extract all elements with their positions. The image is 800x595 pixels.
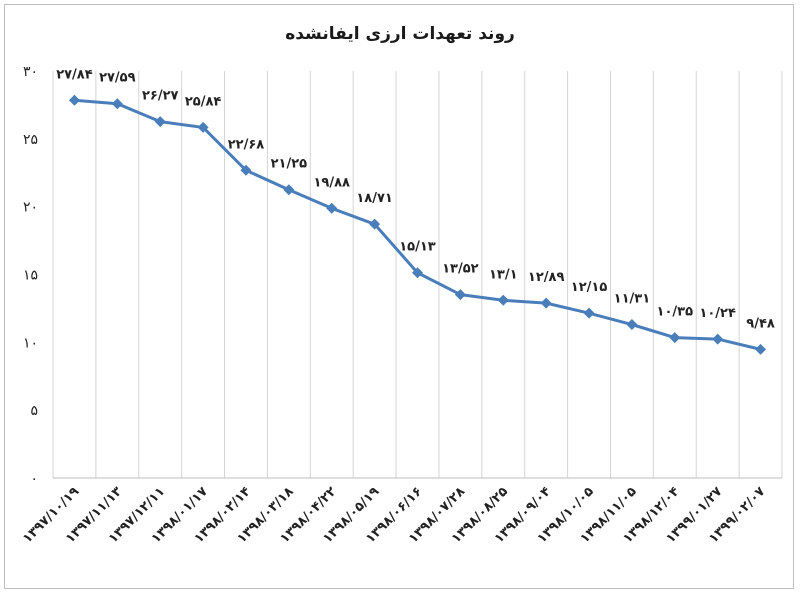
data-point-marker [240, 164, 252, 176]
data-label: ۲۱/۲۵ [271, 157, 308, 172]
data-point-marker [154, 116, 166, 128]
data-point-marker [540, 297, 552, 309]
data-point-marker [412, 267, 423, 279]
y-tick-label: ۵ [30, 403, 38, 419]
gridlines [52, 71, 783, 478]
y-tick-label: ۱۵ [23, 268, 38, 284]
y-tick-label: ۲۰ [23, 200, 38, 216]
chart-frame [4, 4, 794, 589]
data-point-marker [583, 307, 595, 319]
y-tick-label: ۰ [30, 471, 38, 487]
data-point-marker [68, 94, 80, 106]
y-tick-label: ۳۰ [23, 64, 38, 80]
data-label: ۲۷/۸۴ [56, 67, 93, 82]
x-axis-ticks: ۱۳۹۷/۱۰/۱۹۱۳۹۷/۱۱/۱۳۱۳۹۷/۱۲/۱۱۱۳۹۸/۰۱/۱۷… [20, 484, 768, 546]
data-point-marker [497, 294, 509, 306]
series-points [68, 94, 767, 355]
data-label: ۱۰/۲۴ [699, 306, 736, 321]
data-label: ۱۲/۸۹ [528, 270, 565, 285]
data-point-marker [326, 202, 338, 214]
data-point-marker [712, 333, 724, 345]
data-label: ۱۳/۵۲ [442, 262, 479, 277]
data-point-marker [669, 332, 681, 344]
data-point-marker [755, 343, 767, 355]
y-tick-label: ۲۵ [23, 132, 38, 148]
data-label: ۱۱/۳۱ [614, 292, 651, 307]
y-tick-label: ۱۰ [23, 335, 38, 351]
data-point-marker [369, 218, 381, 230]
chart-title: روند تعهدات ارزی ایفانشده [285, 24, 515, 44]
data-label: ۱۳/۱ [489, 267, 518, 282]
y-axis-ticks: ۰ ۵ ۱۰ ۱۵ ۲۰ ۲۵ ۳۰ [23, 64, 38, 487]
data-label: ۱۵/۱۳ [399, 240, 436, 255]
data-point-marker [626, 319, 638, 331]
data-label: ۲۷/۵۹ [99, 71, 136, 86]
data-labels: ۲۷/۸۴ ۲۷/۵۹ ۲۶/۲۷ ۲۵/۸۴ ۲۲/۶۸ ۲۱/۲۵ ۱۹/۸۸ ۱۸/۷۱… [56, 67, 775, 331]
data-label: ۱۹/۸۸ [313, 175, 350, 190]
data-point-marker [111, 98, 123, 110]
data-point-marker [454, 289, 466, 301]
data-label: ۹/۴۸ [746, 316, 775, 331]
data-point-marker [197, 121, 209, 133]
data-label: ۱۲/۱۵ [571, 280, 608, 295]
data-label: ۱۰/۳۵ [657, 305, 694, 320]
data-label: ۲۵/۸۴ [185, 94, 222, 109]
data-point-marker [283, 184, 295, 196]
data-label: ۲۶/۲۷ [142, 89, 179, 104]
data-label: ۱۸/۷۱ [356, 191, 393, 206]
data-label: ۲۲/۶۸ [228, 137, 265, 152]
